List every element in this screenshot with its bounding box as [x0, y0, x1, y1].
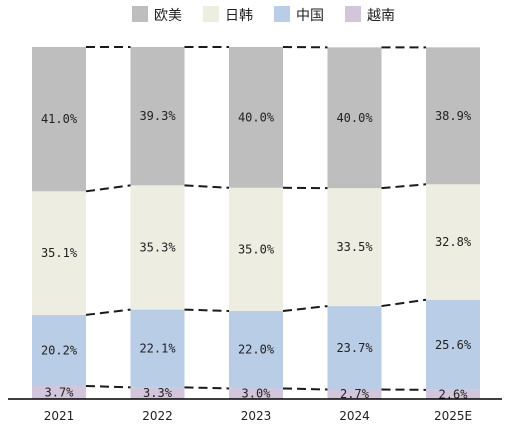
- data-label-2021-中国: 20.2%: [41, 343, 78, 357]
- data-label-2022-欧美: 39.3%: [139, 109, 176, 123]
- x-tick-label-2024: 2024: [339, 409, 370, 423]
- data-label-2025e-越南: 2.6%: [439, 387, 469, 401]
- bar-segment-2023-中国: [229, 311, 283, 389]
- data-label-2025e-日韩: 32.8%: [435, 235, 472, 249]
- x-tick-label-2025e: 2025E: [434, 409, 472, 423]
- data-label-2025e-欧美: 38.9%: [435, 109, 472, 123]
- x-tick-labels: 2021 2022 2023 2024 2025E: [44, 409, 472, 423]
- data-label-2022-中国: 22.1%: [139, 341, 176, 355]
- legend-swatch-中国: [274, 6, 290, 22]
- series-connector-lines: [85, 46, 427, 391]
- bar-segment-2023-欧美: [229, 47, 283, 188]
- x-tick-label-2022: 2022: [142, 409, 173, 423]
- legend: 欧美 日韩 中国 越南: [132, 6, 395, 24]
- bar-segment-2025e-中国: [426, 299, 480, 390]
- connector-line-中国-0: [85, 308, 131, 316]
- bar-segment-2022-越南: [130, 387, 185, 399]
- connector-line-越南-1: [184, 386, 230, 390]
- connector-line-日韩-3: [381, 183, 427, 190]
- x-tick-label-2021: 2021: [44, 409, 75, 423]
- connector-line-中国-3: [381, 298, 427, 308]
- data-label-2023-中国: 22.0%: [238, 343, 275, 357]
- legend-label-欧美: 欧美: [154, 8, 182, 24]
- data-label-2021-越南: 3.7%: [45, 385, 75, 399]
- x-tick-label-2023: 2023: [241, 409, 272, 423]
- connector-line-越南-2: [282, 387, 328, 391]
- data-label-2024-欧美: 40.0%: [336, 111, 373, 125]
- legend-label-越南: 越南: [367, 8, 395, 24]
- bar-segment-2024-欧美: [327, 47, 382, 189]
- legend-label-中国: 中国: [296, 8, 324, 24]
- data-label-2023-越南: 3.0%: [242, 387, 272, 401]
- data-label-2021-欧美: 41.0%: [41, 112, 78, 126]
- bar-segment-2024-中国: [327, 306, 382, 390]
- bar-segment-2021-越南: [32, 385, 86, 399]
- legend-swatch-日韩: [203, 6, 219, 22]
- legend-label-日韩: 日韩: [225, 8, 253, 24]
- bar-segment-2022-欧美: [130, 47, 185, 186]
- connector-line-中国-2: [282, 305, 328, 312]
- bar-segment-2021-中国: [32, 314, 86, 386]
- connector-line-日韩-1: [184, 184, 230, 189]
- bar-segment-2021-欧美: [32, 47, 86, 192]
- connector-line-中国-1: [184, 308, 230, 312]
- bar-segment-2025e-欧美: [426, 47, 480, 185]
- data-label-2024-中国: 23.7%: [336, 341, 373, 355]
- data-label-2025e-中国: 25.6%: [435, 338, 472, 352]
- data-label-2024-日韩: 33.5%: [336, 240, 373, 254]
- connector-line-越南-0: [85, 384, 131, 389]
- bars: [32, 47, 480, 399]
- data-label-2023-欧美: 40.0%: [238, 110, 275, 124]
- data-label-2022-越南: 3.3%: [143, 386, 173, 400]
- data-label-2022-日韩: 35.3%: [139, 240, 176, 254]
- data-labels: 3.7% 20.2% 35.1% 41.0% 3.3% 22.1% 35.3% 39.3% 3.…: [41, 109, 472, 402]
- bar-segment-2021-日韩: [32, 191, 86, 315]
- legend-swatch-欧美: [132, 6, 148, 22]
- connector-line-日韩-0: [85, 184, 131, 193]
- data-label-2024-越南: 2.7%: [340, 387, 370, 401]
- data-label-2021-日韩: 35.1%: [41, 246, 78, 260]
- data-label-2023-日韩: 35.0%: [238, 242, 275, 256]
- bar-segment-2025e-日韩: [426, 184, 480, 300]
- bar-segment-2023-日韩: [229, 187, 283, 311]
- bar-segment-2023-越南: [229, 388, 283, 399]
- legend-swatch-越南: [345, 6, 361, 22]
- bar-segment-2024-越南: [327, 389, 382, 399]
- bar-segment-2022-中国: [130, 309, 185, 388]
- bar-segment-2024-日韩: [327, 188, 382, 307]
- bar-segment-2022-日韩: [130, 185, 185, 310]
- bar-segment-2025e-越南: [426, 389, 480, 399]
